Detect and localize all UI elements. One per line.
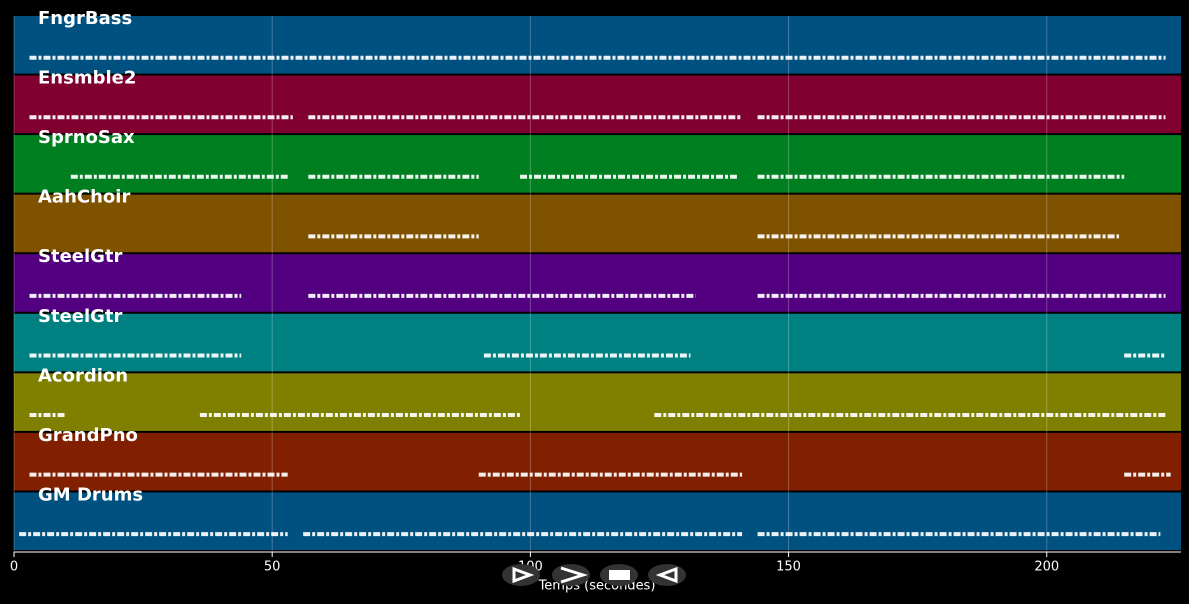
- track-name: AahChoir: [38, 187, 130, 208]
- x-tick-label: 150: [776, 560, 801, 575]
- plot-area: FngrBass Ensmble2 SprnoSax AahChoir SteelGtr…: [10, 8, 1181, 575]
- track-lane: [14, 492, 1181, 550]
- track-lane: [14, 16, 1181, 74]
- x-tick-label: 0: [10, 560, 18, 575]
- track-lane: [14, 432, 1181, 491]
- track-name: FngrBass: [38, 8, 132, 29]
- track-name: Acordion: [38, 365, 128, 386]
- transport-controls: [502, 564, 686, 586]
- track-name: Ensmble2: [38, 68, 136, 89]
- track-lane: [14, 75, 1181, 134]
- track-lane: [14, 135, 1181, 193]
- track-lane: [14, 373, 1181, 431]
- track-name: SprnoSax: [38, 127, 135, 148]
- track-lane: [14, 313, 1181, 372]
- track-lane: [14, 194, 1181, 253]
- track-name: SteelGtr: [38, 306, 123, 327]
- track-name: GM Drums: [38, 484, 143, 505]
- x-tick-label: 50: [264, 560, 281, 575]
- back-button[interactable]: [648, 564, 686, 586]
- forward-button[interactable]: [552, 564, 590, 586]
- play-button[interactable]: [502, 564, 540, 586]
- stop-button[interactable]: [600, 564, 638, 586]
- x-tick-label: 200: [1034, 560, 1059, 575]
- track-name: SteelGtr: [38, 246, 123, 267]
- track-name: GrandPno: [38, 425, 138, 446]
- track-lane: [14, 254, 1181, 312]
